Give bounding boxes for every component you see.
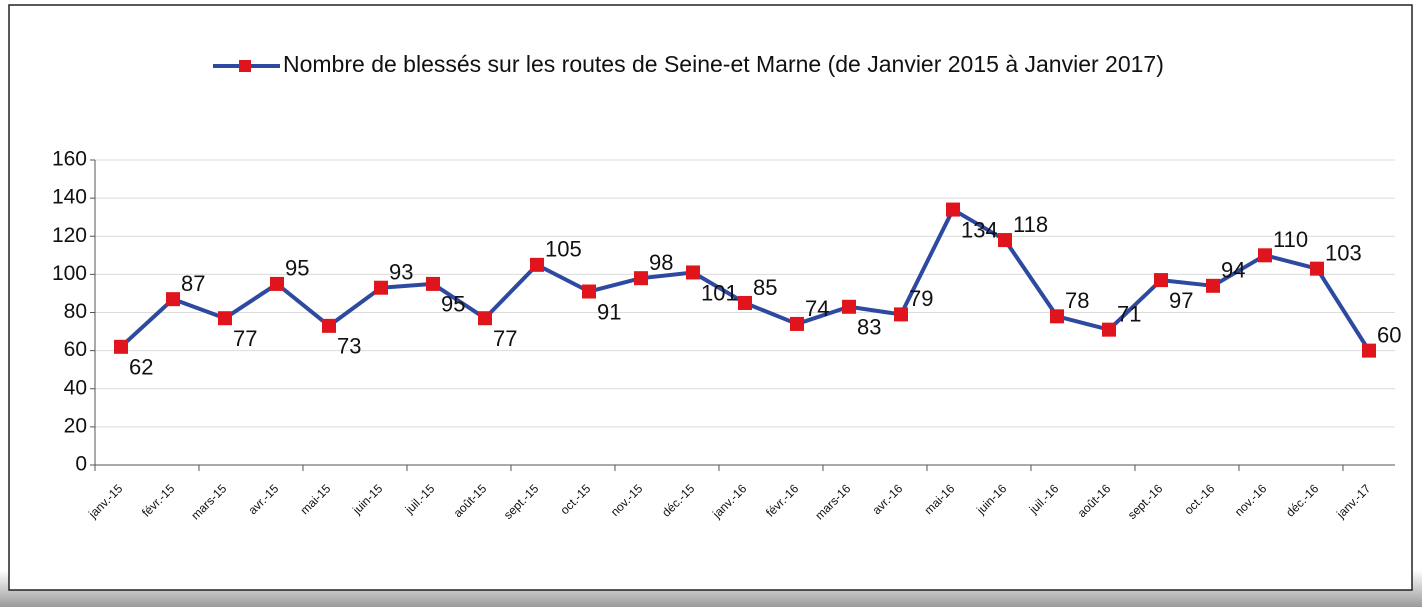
- point-marker: [738, 295, 752, 310]
- point-marker: [634, 271, 648, 286]
- point-marker: [322, 318, 336, 333]
- point-marker: [114, 339, 128, 354]
- legend-label: Nombre de blessés sur les routes de Sein…: [283, 51, 1164, 77]
- point-marker: [894, 307, 908, 322]
- point-marker: [1154, 273, 1168, 288]
- point-marker: [166, 292, 180, 307]
- data-label: 93: [389, 260, 413, 285]
- point-marker: [582, 284, 596, 299]
- data-label: 60: [1377, 322, 1401, 347]
- data-label: 79: [909, 286, 933, 311]
- y-tick-label: 80: [64, 300, 87, 323]
- data-label: 118: [1013, 212, 1048, 237]
- point-marker: [686, 265, 700, 280]
- point-marker: [374, 280, 388, 295]
- data-label: 77: [493, 326, 517, 351]
- point-marker: [790, 316, 804, 331]
- point-marker: [478, 311, 492, 326]
- y-tick-label: 60: [64, 338, 87, 361]
- data-label: 95: [441, 292, 465, 317]
- data-label: 103: [1325, 240, 1362, 265]
- point-marker: [842, 299, 856, 314]
- point-marker: [1102, 322, 1116, 337]
- point-marker: [1362, 343, 1376, 358]
- point-marker: [1206, 278, 1220, 293]
- data-label: 71: [1117, 301, 1141, 326]
- data-label: 87: [181, 271, 205, 296]
- y-tick-label: 0: [75, 453, 87, 476]
- legend-marker: [239, 60, 251, 72]
- data-label: 94: [1221, 258, 1245, 283]
- y-tick-label: 20: [64, 414, 87, 437]
- point-marker: [998, 233, 1012, 248]
- y-tick-label: 140: [52, 186, 87, 209]
- data-label: 101: [701, 280, 738, 305]
- data-label: 98: [649, 250, 673, 275]
- point-marker: [530, 257, 544, 272]
- y-tick-label: 160: [52, 148, 87, 171]
- data-label: 105: [545, 237, 582, 262]
- data-label: 91: [597, 299, 621, 324]
- point-marker: [1310, 261, 1324, 276]
- data-label: 85: [753, 275, 777, 300]
- point-marker: [1258, 248, 1272, 263]
- frame: [8, 4, 1413, 591]
- data-label: 78: [1065, 288, 1089, 313]
- point-marker: [1050, 309, 1064, 324]
- data-label: 83: [857, 315, 881, 340]
- data-label: 95: [285, 256, 309, 281]
- point-marker: [270, 276, 284, 291]
- y-tick-label: 40: [64, 376, 87, 399]
- y-tick-label: 100: [52, 262, 87, 285]
- data-label: 74: [805, 296, 829, 321]
- data-label: 77: [233, 326, 257, 351]
- point-marker: [218, 311, 232, 326]
- point-marker: [426, 276, 440, 291]
- point-marker: [946, 202, 960, 217]
- data-label: 110: [1273, 227, 1308, 252]
- y-tick-label: 120: [52, 224, 87, 247]
- data-label: 73: [337, 334, 361, 359]
- data-label: 134: [961, 217, 998, 242]
- data-label: 97: [1169, 288, 1193, 313]
- data-label: 62: [129, 355, 153, 380]
